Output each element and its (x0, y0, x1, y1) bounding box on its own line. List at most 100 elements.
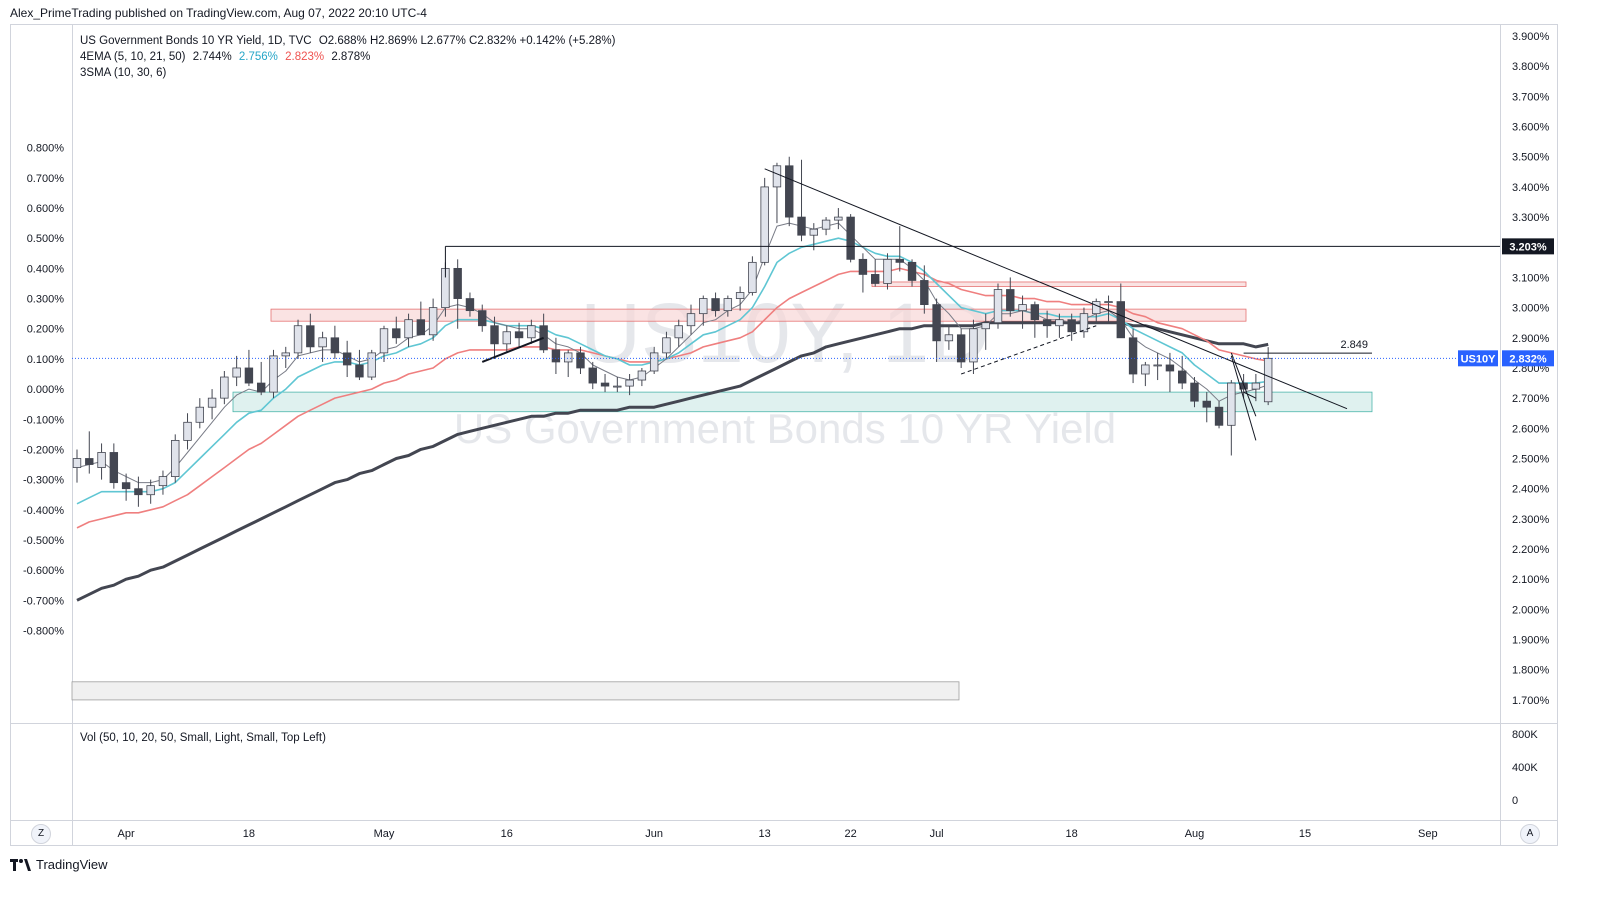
candle-body (158, 476, 168, 487)
candle (453, 259, 462, 329)
y-right-tick-label: 2.600% (1512, 423, 1550, 435)
published-header: Alex_PrimeTrading published on TradingVi… (10, 6, 427, 20)
candle-body (772, 165, 782, 188)
y-right-tick-label: 1.700% (1512, 695, 1550, 707)
candle (981, 313, 990, 350)
candle-body (551, 349, 561, 363)
candle-body (306, 325, 315, 348)
candle-body (465, 298, 475, 312)
candle-body (649, 352, 659, 372)
candle (306, 313, 315, 353)
wedge-line-b (1230, 355, 1257, 441)
candle (367, 349, 376, 381)
candle-body (564, 352, 573, 363)
candle-body (981, 322, 990, 330)
candle (1079, 307, 1089, 338)
candle-body (404, 319, 413, 339)
candle (907, 259, 917, 287)
y-left-tick-label: 0.800% (27, 143, 65, 155)
candle (244, 349, 254, 387)
candle (920, 265, 929, 314)
candle (1227, 380, 1236, 456)
candle (686, 304, 696, 335)
y-left-tick-label: 0.300% (27, 294, 65, 306)
candle (146, 479, 155, 504)
current-price-badge (1502, 350, 1554, 367)
candle-body (956, 334, 966, 363)
candle-body (207, 397, 217, 408)
candle-body (600, 382, 610, 387)
candle (1165, 352, 1175, 393)
candle-body (735, 292, 745, 299)
candle-body (748, 261, 757, 293)
candle-body (72, 458, 82, 468)
candle (772, 162, 782, 224)
candle-body (686, 313, 696, 327)
candle-body (490, 325, 499, 345)
candle (1067, 313, 1076, 341)
candle (1178, 355, 1187, 390)
candle-body (244, 367, 254, 384)
candle-body (723, 298, 733, 312)
candle (551, 337, 561, 375)
legend-sma-row: 3SMA (10, 30, 6) (80, 65, 619, 81)
y-left-tick-label: 0.200% (27, 324, 65, 336)
candle (97, 443, 106, 480)
candle-body (1116, 301, 1125, 339)
y-left-tick-label: 0.500% (27, 233, 65, 245)
candle (1251, 374, 1261, 402)
candle (490, 316, 499, 359)
candle (72, 449, 82, 483)
y-left-tick-label: 0.400% (27, 263, 65, 275)
y-right-tick-label: 2.100% (1512, 574, 1550, 586)
candle (1006, 277, 1015, 317)
candle (785, 156, 794, 227)
legend-symbol: US Government Bonds 10 YR Yield, 1D, TVC (80, 35, 312, 47)
candle-body (318, 337, 327, 348)
candle-body (293, 325, 303, 354)
candle-body (711, 298, 720, 312)
level-price-badge (1502, 238, 1554, 255)
candle (588, 361, 597, 390)
auto-scale-button[interactable]: A (1520, 824, 1540, 844)
volume-tick-label: 800K (1512, 729, 1538, 741)
candle (858, 253, 868, 293)
candle (134, 476, 143, 507)
candle-body (355, 364, 364, 378)
candle-body (993, 289, 1003, 324)
legend-ema5-value: 2.744% (192, 51, 232, 63)
x-tick-label: 22 (845, 828, 857, 840)
candle-body (392, 328, 401, 339)
y-right-tick-label: 2.700% (1512, 393, 1550, 405)
candle-body (920, 280, 929, 306)
candle (834, 208, 843, 230)
y-right-tick-label: 2.900% (1512, 333, 1550, 345)
x-tick-label: Aug (1185, 828, 1205, 840)
candle (797, 159, 806, 242)
candle (969, 319, 978, 375)
candle-body (85, 458, 94, 465)
y-right-tick-label: 2.000% (1512, 604, 1550, 616)
candle-body (883, 258, 892, 284)
y-right-tick-label: 3.000% (1512, 303, 1550, 315)
candle (564, 349, 573, 378)
candle (109, 443, 119, 489)
symbol-badge (1458, 350, 1498, 367)
candle-body (1079, 313, 1089, 333)
candle (281, 346, 290, 368)
zoom-button[interactable]: Z (31, 824, 51, 844)
y-right-tick-label: 3.600% (1512, 122, 1550, 134)
candle-body (256, 382, 266, 393)
candle (674, 319, 683, 347)
y-right-tick-label: 2.200% (1512, 544, 1550, 556)
current-price-label: 2.832% (1509, 353, 1547, 365)
candle-body (330, 337, 340, 354)
candle (846, 214, 855, 263)
y-left-tick-label: -0.800% (23, 626, 64, 638)
legend-sma-label: 3SMA (10, 30, 6) (80, 67, 167, 79)
resistance-zone (270, 308, 1247, 322)
candle (711, 292, 720, 317)
x-tick-label: 18 (243, 828, 255, 840)
x-tick-label: May (374, 828, 395, 840)
